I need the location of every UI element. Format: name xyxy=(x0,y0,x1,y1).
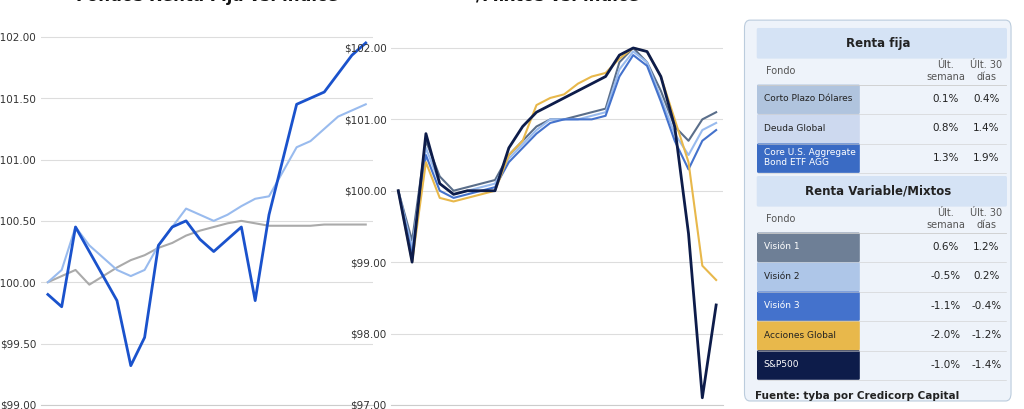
FancyBboxPatch shape xyxy=(757,85,860,114)
Text: Fondo: Fondo xyxy=(766,66,796,76)
Text: 1.4%: 1.4% xyxy=(973,123,999,133)
FancyBboxPatch shape xyxy=(757,262,860,292)
Text: -1.0%: -1.0% xyxy=(931,360,961,370)
Text: Acciones Global: Acciones Global xyxy=(764,331,836,340)
Text: Últ.
semana: Últ. semana xyxy=(927,60,966,81)
FancyBboxPatch shape xyxy=(757,114,860,144)
Text: -0.4%: -0.4% xyxy=(972,301,1001,311)
Text: -0.5%: -0.5% xyxy=(931,271,961,281)
Text: Fuente: tyba por Credicorp Capital: Fuente: tyba por Credicorp Capital xyxy=(756,391,959,401)
Text: -1.1%: -1.1% xyxy=(931,301,961,311)
Text: Renta Variable/Mixtos: Renta Variable/Mixtos xyxy=(805,185,951,198)
Text: -1.2%: -1.2% xyxy=(972,330,1001,340)
Text: Deuda Global: Deuda Global xyxy=(764,124,825,133)
Title: Fondos Renta Variable
/Mixtos vs. índice: Fondos Renta Variable /Mixtos vs. índice xyxy=(452,0,663,5)
Text: -1.4%: -1.4% xyxy=(972,360,1001,370)
Text: Últ.
semana: Últ. semana xyxy=(927,208,966,229)
FancyBboxPatch shape xyxy=(757,292,860,321)
Text: -2.0%: -2.0% xyxy=(931,330,961,340)
Text: 0.4%: 0.4% xyxy=(974,94,999,104)
Text: 1.9%: 1.9% xyxy=(973,153,999,163)
Text: 0.8%: 0.8% xyxy=(933,123,958,133)
Text: Visión 1: Visión 1 xyxy=(764,243,799,252)
FancyBboxPatch shape xyxy=(757,144,860,173)
Text: Corto Plazo Dólares: Corto Plazo Dólares xyxy=(764,94,852,103)
FancyBboxPatch shape xyxy=(757,321,860,351)
FancyBboxPatch shape xyxy=(757,176,1007,207)
Text: Renta fija: Renta fija xyxy=(846,37,910,50)
Text: 0.2%: 0.2% xyxy=(974,271,999,281)
Text: Visión 2: Visión 2 xyxy=(764,272,799,281)
FancyBboxPatch shape xyxy=(744,20,1011,401)
Title: Fondos Renta Fija vs. índice: Fondos Renta Fija vs. índice xyxy=(76,0,338,5)
FancyBboxPatch shape xyxy=(757,351,860,380)
Text: S&P500: S&P500 xyxy=(764,360,799,369)
FancyBboxPatch shape xyxy=(757,233,860,262)
Text: Últ. 30
días: Últ. 30 días xyxy=(971,208,1002,229)
Text: 0.6%: 0.6% xyxy=(933,242,958,252)
Text: Últ. 30
días: Últ. 30 días xyxy=(971,60,1002,81)
Text: Visión 3: Visión 3 xyxy=(764,301,799,310)
Text: Core U.S. Aggregate
Bond ETF AGG: Core U.S. Aggregate Bond ETF AGG xyxy=(764,148,855,167)
Text: 1.3%: 1.3% xyxy=(933,153,959,163)
FancyBboxPatch shape xyxy=(757,28,1007,58)
Text: Fondo: Fondo xyxy=(766,214,796,224)
Text: 1.2%: 1.2% xyxy=(973,242,999,252)
Text: 0.1%: 0.1% xyxy=(933,94,958,104)
